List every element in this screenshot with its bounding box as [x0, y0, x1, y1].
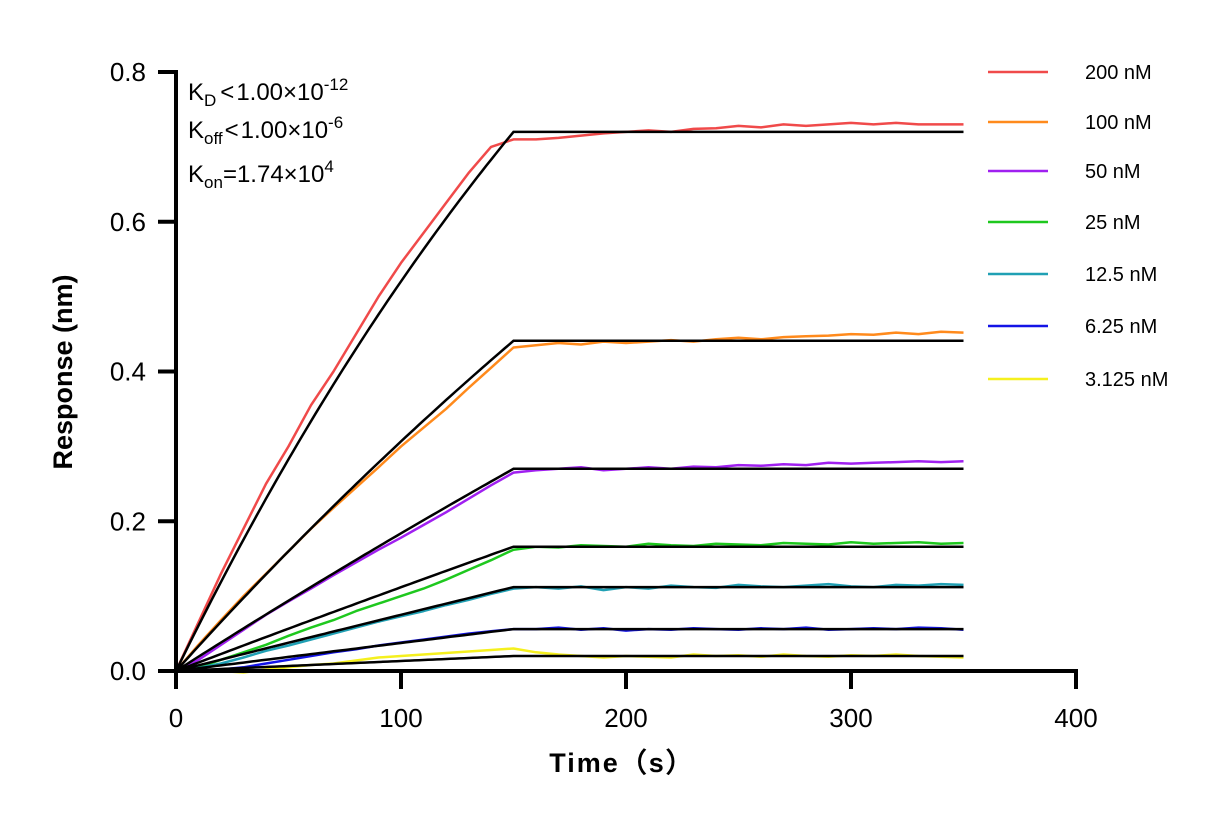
- legend-item: 12.5 nM: [988, 264, 1157, 286]
- x-tick-label: 200: [604, 703, 647, 733]
- y-tick-label: 0.8: [110, 57, 146, 87]
- fit-line-12.5-nm: [175, 585, 964, 673]
- fit-line-100-nm: [175, 339, 964, 672]
- kon-annotation: Kon=1.74×104: [188, 157, 334, 192]
- legend-label: 25 nM: [1085, 212, 1141, 234]
- series-line-100-nm: [175, 330, 964, 672]
- kinetics-annotation: KD <1.00×10-12 Koff<1.00×10-6 Kon=1.74×10…: [188, 75, 348, 192]
- y-tick-label: 0.0: [110, 656, 146, 686]
- fit-line-3.125-nm: [175, 654, 964, 673]
- legend-item: 25 nM: [988, 212, 1141, 234]
- fit-line-25-nm: [175, 545, 964, 673]
- fit-layer: [174, 130, 964, 673]
- fit-line-200-nm: [174, 130, 964, 672]
- series-line-3.125-nm: [176, 647, 964, 674]
- x-tick-label: 400: [1054, 703, 1097, 733]
- legend-item: 50 nM: [988, 161, 1141, 183]
- series-line-200-nm: [174, 121, 964, 672]
- legend-label: 50 nM: [1085, 161, 1141, 183]
- legend-item: 200 nM: [988, 62, 1152, 84]
- legend-label: 200 nM: [1085, 62, 1152, 84]
- ticks: 0 100 200 300 400 0.0 0.2 0.4 0.6 0.8: [110, 57, 1098, 733]
- x-tick-label: 100: [379, 703, 422, 733]
- legend-label: 3.125 nM: [1085, 369, 1168, 391]
- legend-item: 100 nM: [988, 112, 1152, 134]
- kd-annotation: KD <1.00×10-12: [188, 75, 348, 110]
- koff-annotation: Koff<1.00×10-6: [188, 113, 343, 148]
- y-tick-label: 0.6: [110, 207, 146, 237]
- x-tick-label: 0: [169, 703, 183, 733]
- legend-label: 12.5 nM: [1085, 264, 1157, 286]
- legend: 200 nM 100 nM 50 nM 25 nM 12.5 nM 6.25 nM 3.12…: [988, 62, 1168, 391]
- y-tick-label: 0.2: [110, 506, 146, 536]
- legend-item: 3.125 nM: [988, 369, 1168, 391]
- x-tick-label: 300: [829, 703, 872, 733]
- legend-item: 6.25 nM: [988, 316, 1157, 338]
- y-axis-title: Response (nm): [48, 274, 78, 469]
- series-layer: [174, 121, 964, 674]
- series-line-25-nm: [175, 540, 964, 673]
- series-line-50-nm: [175, 460, 964, 673]
- legend-label: 100 nM: [1085, 112, 1152, 134]
- x-axis-title: Time（s）: [549, 748, 695, 778]
- legend-label: 6.25 nM: [1085, 316, 1157, 338]
- fit-line-6.25-nm: [175, 627, 964, 673]
- y-tick-label: 0.4: [110, 357, 146, 387]
- fit-line-50-nm: [175, 467, 964, 673]
